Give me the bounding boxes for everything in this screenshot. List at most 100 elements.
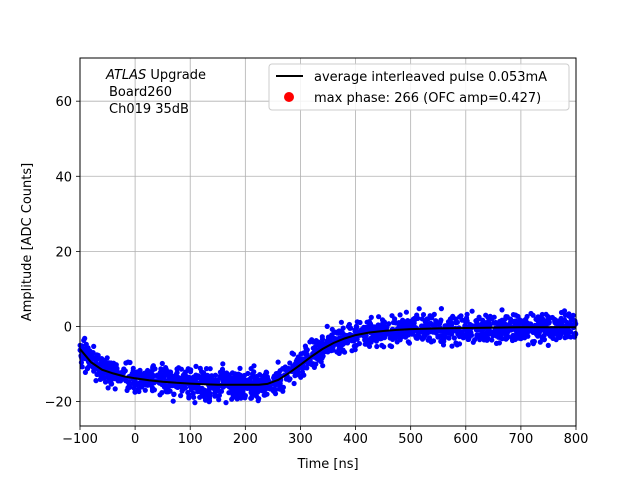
scatter-point bbox=[109, 376, 115, 382]
scatter-point bbox=[245, 378, 251, 384]
scatter-point bbox=[324, 323, 330, 329]
scatter-point bbox=[356, 341, 362, 347]
scatter-point bbox=[493, 319, 499, 326]
scatter-point bbox=[516, 320, 522, 326]
scatter-point bbox=[525, 333, 531, 339]
scatter-point bbox=[531, 338, 538, 345]
x-tick-label: 800 bbox=[564, 432, 589, 447]
scatter-point bbox=[320, 363, 326, 369]
scatter-point bbox=[134, 369, 140, 375]
scatter-point bbox=[430, 329, 436, 335]
scatter-point bbox=[558, 332, 564, 338]
scatter-point bbox=[497, 318, 503, 324]
scatter-point bbox=[255, 398, 261, 404]
scatter-point bbox=[165, 384, 171, 390]
scatter-point bbox=[187, 369, 194, 375]
scatter-point bbox=[312, 344, 318, 350]
scatter-point bbox=[393, 335, 399, 341]
y-tick-label: 20 bbox=[55, 245, 72, 260]
scatter-points bbox=[77, 306, 579, 406]
scatter-point bbox=[520, 332, 527, 338]
scatter-point bbox=[459, 329, 465, 335]
scatter-point bbox=[248, 366, 254, 372]
scatter-point bbox=[307, 361, 313, 367]
scatter-point bbox=[545, 313, 551, 319]
scatter-point bbox=[82, 335, 88, 341]
scatter-point bbox=[536, 319, 542, 325]
scatter-point bbox=[264, 377, 270, 383]
scatter-point bbox=[203, 388, 209, 394]
scatter-point bbox=[248, 395, 254, 401]
x-tick-label: 700 bbox=[508, 432, 533, 447]
scatter-point bbox=[503, 332, 509, 338]
scatter-point bbox=[482, 320, 489, 326]
scatter-point bbox=[272, 387, 279, 393]
scatter-point bbox=[201, 393, 207, 399]
scatter-point bbox=[377, 336, 383, 342]
scatter-point bbox=[307, 339, 313, 345]
scatter-point bbox=[405, 339, 411, 345]
x-ticks: −100 0 100 200 300 400 500 600 700 800 bbox=[62, 426, 588, 447]
scatter-point bbox=[435, 334, 441, 340]
scatter-point bbox=[509, 337, 516, 344]
scatter-point bbox=[193, 363, 199, 369]
scatter-point bbox=[514, 328, 520, 334]
x-tick-label: 200 bbox=[233, 432, 258, 447]
scatter-point bbox=[174, 366, 180, 372]
scatter-point bbox=[419, 316, 425, 322]
scatter-point bbox=[91, 343, 97, 349]
scatter-point bbox=[454, 342, 460, 348]
scatter-point bbox=[123, 378, 129, 384]
scatter-point bbox=[468, 330, 474, 336]
scatter-point bbox=[397, 312, 403, 318]
scatter-point bbox=[183, 369, 189, 375]
scatter-point bbox=[127, 359, 133, 366]
scatter-point bbox=[402, 321, 408, 327]
scatter-point bbox=[149, 385, 156, 391]
scatter-point bbox=[389, 313, 395, 319]
scatter-point bbox=[142, 387, 148, 393]
scatter-point bbox=[112, 386, 118, 392]
scatter-point bbox=[467, 322, 473, 328]
scatter-point bbox=[159, 360, 165, 367]
scatter-point bbox=[429, 315, 435, 321]
scatter-point bbox=[203, 366, 210, 372]
scatter-point bbox=[499, 307, 505, 313]
scatter-point bbox=[448, 320, 454, 326]
scatter-point bbox=[108, 381, 114, 387]
scatter-point bbox=[226, 372, 232, 378]
scatter-point bbox=[558, 309, 565, 316]
scatter-point bbox=[222, 371, 228, 377]
scatter-point bbox=[410, 330, 416, 336]
scatter-point bbox=[510, 312, 516, 318]
scatter-point bbox=[113, 362, 119, 368]
scatter-point bbox=[522, 320, 528, 326]
scatter-point bbox=[252, 391, 259, 397]
scatter-point bbox=[371, 334, 377, 340]
scatter-point bbox=[381, 335, 388, 341]
svg-text:ATLAS Upgrade: ATLAS Upgrade bbox=[105, 68, 206, 83]
scatter-point bbox=[280, 388, 286, 394]
annotation-atlas: ATLAS bbox=[105, 68, 146, 83]
scatter-point bbox=[162, 367, 169, 373]
scatter-point bbox=[487, 330, 493, 336]
legend-entry-average: average interleaved pulse 0.053mA bbox=[314, 70, 547, 85]
scatter-point bbox=[450, 313, 456, 319]
scatter-point bbox=[130, 368, 136, 374]
scatter-point bbox=[508, 327, 515, 333]
scatter-point bbox=[262, 371, 268, 378]
x-tick-label: 0 bbox=[131, 432, 139, 447]
scatter-point bbox=[549, 328, 555, 334]
legend-box bbox=[268, 63, 570, 111]
scatter-point bbox=[86, 363, 92, 369]
scatter-point bbox=[99, 375, 105, 381]
scatter-point bbox=[537, 339, 543, 345]
y-tick-label: −20 bbox=[45, 396, 72, 411]
scatter-point bbox=[525, 342, 531, 348]
scatter-point bbox=[186, 395, 192, 401]
scatter-point bbox=[217, 369, 223, 375]
scatter-point bbox=[300, 356, 306, 362]
scatter-point bbox=[229, 396, 235, 402]
scatter-point bbox=[183, 377, 189, 383]
